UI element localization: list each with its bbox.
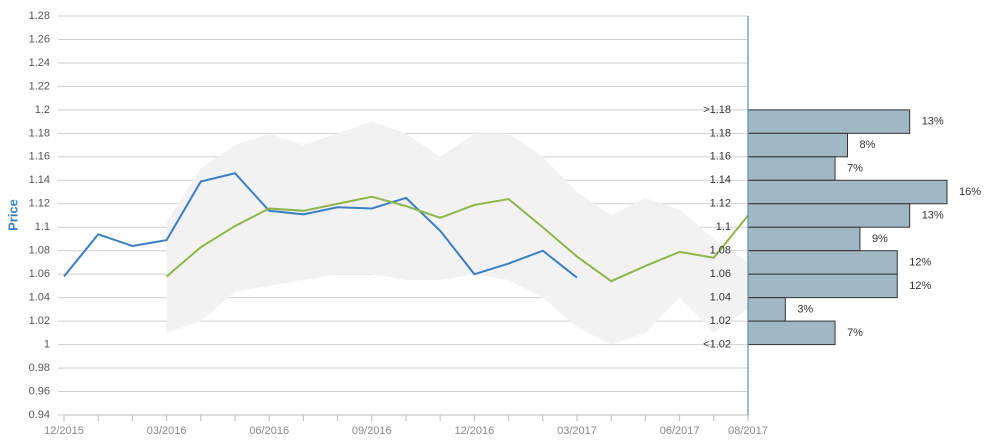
x-tick-label: 03/2017: [557, 425, 597, 437]
value-label: 13%: [922, 209, 944, 221]
bin-label: 1.06: [710, 268, 731, 280]
value-label: 9%: [872, 233, 888, 245]
histogram-bar: [747, 109, 911, 134]
value-label: 13%: [922, 116, 944, 128]
value-label: 8%: [860, 139, 876, 151]
y-tick-label: 0.98: [29, 362, 50, 374]
value-label: 3%: [797, 303, 813, 315]
bin-label: 1.18: [710, 127, 731, 139]
bin-label: 1.08: [710, 245, 731, 257]
bin-label: 1.1: [716, 221, 731, 233]
x-tick-label: 12/2015: [44, 425, 84, 437]
x-tick-label: 03/2016: [147, 425, 187, 437]
value-label: 7%: [847, 162, 863, 174]
histogram-bar: [747, 273, 898, 299]
histogram-bar: [747, 132, 848, 158]
x-tick-label: 12/2016: [455, 425, 495, 437]
y-tick-label: 0.96: [29, 385, 50, 397]
histogram-bar: [747, 226, 861, 252]
y-tick-label: 1.08: [29, 245, 50, 257]
bin-label: >1.18: [703, 104, 731, 116]
y-tick-label: 1.06: [29, 268, 50, 280]
value-label: 12%: [909, 256, 931, 268]
y-tick-label: 1.02: [29, 315, 50, 327]
x-tick-label: 09/2016: [352, 425, 392, 437]
x-tick-label: 08/2017: [728, 425, 768, 437]
bin-label: 1.12: [710, 198, 731, 210]
histogram-bar: [747, 179, 948, 205]
y-tick-label: 1.22: [29, 80, 50, 92]
y-tick-label: 1.2: [35, 104, 50, 116]
y-axis-label: Price: [5, 199, 20, 231]
y-tick-label: 1.18: [29, 127, 50, 139]
bin-label: 1.14: [710, 174, 731, 186]
y-tick-label: 1.14: [29, 174, 50, 186]
histogram-bar: [747, 156, 836, 181]
bin-label: 1.04: [710, 292, 731, 304]
y-tick-label: 1.28: [29, 10, 50, 22]
bin-label: 1.02: [710, 315, 731, 327]
y-tick-label: 1: [44, 338, 50, 350]
value-label: 7%: [847, 327, 863, 339]
y-tick-label: 1.04: [29, 292, 50, 304]
histogram-bar: [747, 203, 911, 228]
histogram-bar: [747, 250, 898, 275]
x-tick-label: 06/2016: [249, 425, 289, 437]
histogram-bar: [747, 297, 786, 322]
x-tick-label: 06/2017: [660, 425, 700, 437]
series-line: [63, 172, 578, 279]
value-label: 16%: [959, 186, 981, 198]
y-tick-label: 1.12: [29, 198, 50, 210]
y-tick-label: 1.24: [29, 57, 50, 69]
series-line: [165, 195, 749, 283]
histogram-bar: [747, 320, 836, 346]
y-tick-label: 1.26: [29, 33, 50, 45]
range-band: [166, 121, 749, 345]
y-tick-label: 1.1: [35, 221, 50, 233]
bin-label: 1.16: [710, 151, 731, 163]
bin-label: <1.02: [703, 338, 731, 350]
value-label: 12%: [909, 280, 931, 292]
y-tick-label: 1.16: [29, 151, 50, 163]
y-tick-label: 0.94: [29, 409, 50, 421]
